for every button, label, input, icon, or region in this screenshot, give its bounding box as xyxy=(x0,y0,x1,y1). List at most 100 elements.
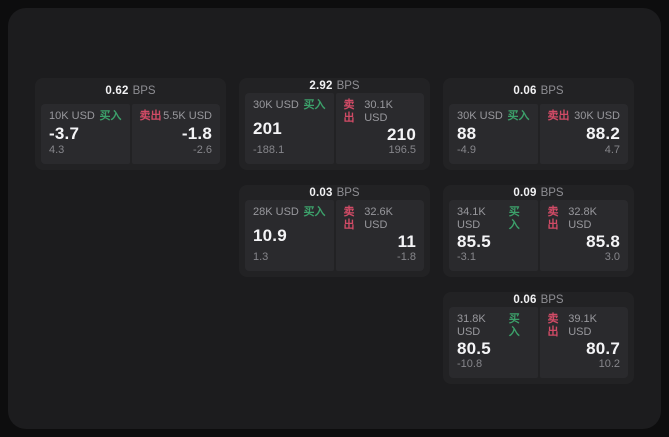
card-body: 30K USD 买入 88 -4.9 卖出 30K USD 88.2 4.7 xyxy=(449,104,628,164)
buy-delta: -4.9 xyxy=(457,144,476,156)
sell-button[interactable]: 卖出 xyxy=(547,110,570,122)
bps-value: 2.92 xyxy=(309,79,333,92)
sell-amount: 30.1K USD xyxy=(364,99,393,124)
sell-button[interactable]: 卖出 xyxy=(343,99,355,124)
buy-delta: 1.3 xyxy=(253,251,269,263)
buy-tile[interactable]: 34.1K USD 买入 85.5 -3.1 xyxy=(449,200,538,271)
sell-tile[interactable]: 卖出 32.6K USD 11 -1.8 xyxy=(335,200,424,271)
buy-amount: 10K USD xyxy=(49,110,95,122)
buy-button[interactable]: 买入 xyxy=(507,110,530,122)
buy-price: 85.5 xyxy=(457,232,491,251)
card-header: 0.09 BPS xyxy=(443,185,634,200)
bps-value: 0.06 xyxy=(513,85,537,97)
sell-delta: 196.5 xyxy=(388,144,416,156)
buy-delta: -10.8 xyxy=(457,358,483,370)
buy-tile-header: 28K USD 买入 xyxy=(253,206,326,219)
sell-amount: 5.5K USD xyxy=(163,110,212,122)
buy-price: 80.5 xyxy=(457,339,491,358)
quote-cards-grid: 0.62 BPS 10K USD 买入 -3.7 4.3 卖出 5.5K USD xyxy=(35,78,634,384)
buy-delta: -188.1 xyxy=(253,144,285,156)
buy-delta: 4.3 xyxy=(49,144,65,156)
buy-tile-header: 34.1K USD 买入 xyxy=(457,206,530,232)
sell-price: 210 xyxy=(387,125,416,144)
sell-tile-header: 卖出 30.1K USD xyxy=(344,99,417,125)
sell-button[interactable]: 卖出 xyxy=(343,206,355,231)
sell-price: 88.2 xyxy=(586,124,620,143)
sell-delta: -1.8 xyxy=(397,251,416,263)
sell-tile-header: 卖出 39.1K USD xyxy=(548,313,621,339)
sell-button[interactable]: 卖出 xyxy=(547,313,559,338)
card-header: 0.03 BPS xyxy=(239,185,430,200)
sell-amount: 32.8K USD xyxy=(568,206,597,231)
card-header: 0.06 BPS xyxy=(443,78,634,104)
sell-delta: 3.0 xyxy=(604,251,620,263)
sell-tile[interactable]: 卖出 30K USD 88.2 4.7 xyxy=(539,104,628,164)
card-body: 31.8K USD 买入 80.5 -10.8 卖出 39.1K USD 80.… xyxy=(449,307,628,378)
quote-card: 0.06 BPS 31.8K USD 买入 80.5 -10.8 卖出 39.1… xyxy=(443,292,634,384)
quote-card: 2.92 BPS 30K USD 买入 201 -188.1 卖出 30.1K … xyxy=(239,78,430,170)
buy-price: 10.9 xyxy=(253,225,287,245)
sell-price: 85.8 xyxy=(586,232,620,251)
sell-amount: 30K USD xyxy=(574,110,620,122)
bps-unit: BPS xyxy=(540,186,564,199)
sell-amount: 39.1K USD xyxy=(568,313,597,338)
buy-amount: 30K USD xyxy=(253,99,299,111)
buy-button[interactable]: 买入 xyxy=(508,313,520,338)
buy-tile-header: 30K USD 买入 xyxy=(253,99,326,112)
sell-price: -1.8 xyxy=(181,124,212,143)
buy-price: 201 xyxy=(253,118,282,138)
sell-delta: 4.7 xyxy=(604,144,620,156)
sell-button[interactable]: 卖出 xyxy=(139,110,162,122)
buy-button[interactable]: 买入 xyxy=(508,206,520,231)
buy-button[interactable]: 买入 xyxy=(303,206,326,218)
buy-tile-header: 10K USD 买入 xyxy=(49,110,122,123)
bps-unit: BPS xyxy=(540,85,564,97)
sell-amount: 32.6K USD xyxy=(364,206,393,231)
sell-delta: -2.6 xyxy=(193,144,212,156)
app-panel: 0.62 BPS 10K USD 买入 -3.7 4.3 卖出 5.5K USD xyxy=(8,8,661,429)
bps-unit: BPS xyxy=(336,79,360,92)
buy-tile[interactable]: 30K USD 买入 201 -188.1 xyxy=(245,93,334,164)
bps-value: 0.09 xyxy=(513,186,537,199)
buy-delta: -3.1 xyxy=(457,251,476,263)
bps-value: 0.62 xyxy=(105,85,129,97)
buy-tile-header: 30K USD 买入 xyxy=(457,110,530,123)
buy-tile-header: 31.8K USD 买入 xyxy=(457,313,530,339)
buy-tile[interactable]: 31.8K USD 买入 80.5 -10.8 xyxy=(449,307,538,378)
card-header: 0.06 BPS xyxy=(443,292,634,307)
sell-tile[interactable]: 卖出 30.1K USD 210 196.5 xyxy=(335,93,424,164)
bps-value: 0.06 xyxy=(513,293,537,306)
buy-amount: 28K USD xyxy=(253,206,299,218)
buy-button[interactable]: 买入 xyxy=(99,110,122,122)
bps-unit: BPS xyxy=(132,85,156,97)
card-body: 30K USD 买入 201 -188.1 卖出 30.1K USD 210 1… xyxy=(245,93,424,164)
buy-tile[interactable]: 10K USD 买入 -3.7 4.3 xyxy=(41,104,130,164)
sell-tile[interactable]: 卖出 5.5K USD -1.8 -2.6 xyxy=(131,104,220,164)
buy-button[interactable]: 买入 xyxy=(303,99,326,111)
card-body: 34.1K USD 买入 85.5 -3.1 卖出 32.8K USD 85.8… xyxy=(449,200,628,271)
sell-price: 80.7 xyxy=(586,339,620,358)
sell-tile-header: 卖出 32.8K USD xyxy=(548,206,621,232)
buy-amount: 31.8K USD xyxy=(457,313,486,338)
sell-tile[interactable]: 卖出 39.1K USD 80.7 10.2 xyxy=(539,307,628,378)
buy-tile[interactable]: 28K USD 买入 10.9 1.3 xyxy=(245,200,334,271)
sell-tile[interactable]: 卖出 32.8K USD 85.8 3.0 xyxy=(539,200,628,271)
sell-delta: 10.2 xyxy=(598,358,620,370)
buy-tile[interactable]: 30K USD 买入 88 -4.9 xyxy=(449,104,538,164)
quote-card: 0.62 BPS 10K USD 买入 -3.7 4.3 卖出 5.5K USD xyxy=(35,78,226,170)
sell-tile-header: 卖出 30K USD xyxy=(548,110,621,123)
buy-price: -3.7 xyxy=(49,124,80,143)
buy-amount: 34.1K USD xyxy=(457,206,486,231)
bps-value: 0.03 xyxy=(309,186,333,199)
quote-card: 0.06 BPS 30K USD 买入 88 -4.9 卖出 30K USD xyxy=(443,78,634,170)
quote-card: 0.09 BPS 34.1K USD 买入 85.5 -3.1 卖出 32.8K… xyxy=(443,185,634,277)
sell-tile-header: 卖出 5.5K USD xyxy=(140,110,213,123)
buy-price: 88 xyxy=(457,124,477,143)
card-body: 10K USD 买入 -3.7 4.3 卖出 5.5K USD -1.8 -2.… xyxy=(41,104,220,164)
buy-amount: 30K USD xyxy=(457,110,503,122)
quote-card: 0.03 BPS 28K USD 买入 10.9 1.3 卖出 32.6K US… xyxy=(239,185,430,277)
sell-button[interactable]: 卖出 xyxy=(547,206,559,231)
sell-tile-header: 卖出 32.6K USD xyxy=(344,206,417,232)
card-body: 28K USD 买入 10.9 1.3 卖出 32.6K USD 11 -1.8 xyxy=(245,200,424,271)
sell-price: 11 xyxy=(397,232,416,251)
